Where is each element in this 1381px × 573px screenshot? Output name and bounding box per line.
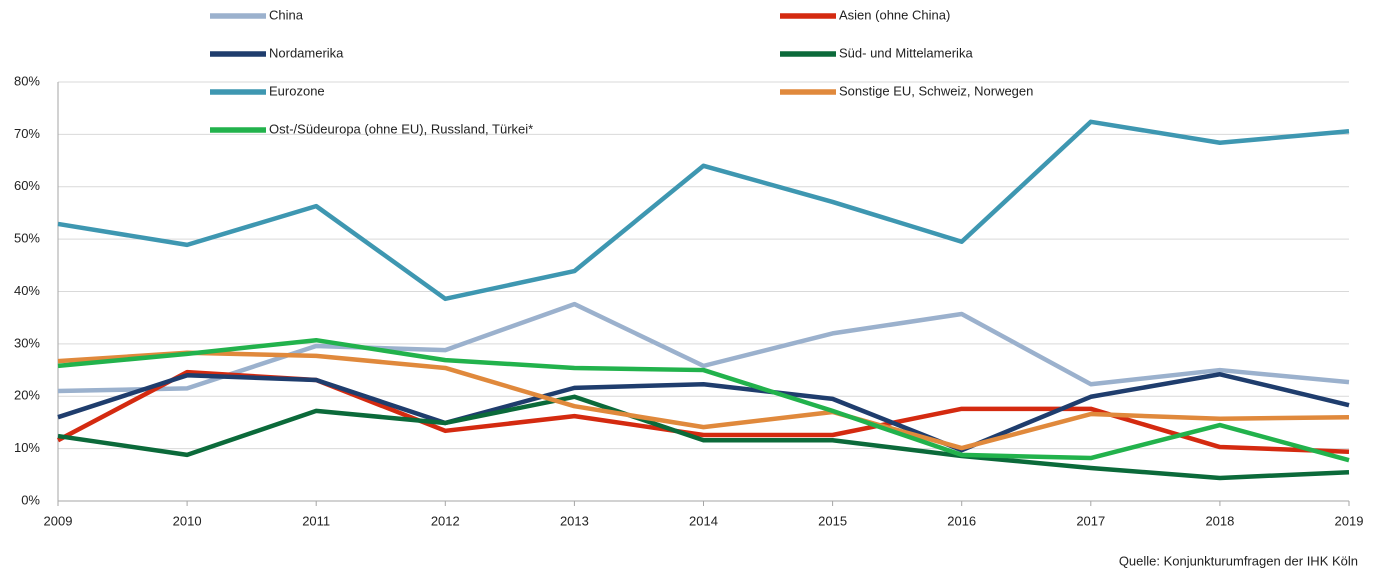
y-tick-label: 10% xyxy=(14,440,40,455)
series-line xyxy=(57,119,1350,302)
y-tick-label: 0% xyxy=(21,492,40,507)
y-tick-label: 80% xyxy=(14,73,40,88)
x-tick-label: 2011 xyxy=(302,513,330,528)
x-tick-label: 2018 xyxy=(1205,513,1234,528)
source-note: Quelle: Konjunkturumfragen der IHK Köln xyxy=(1119,553,1358,568)
legend-label: China xyxy=(269,7,304,22)
legend-label: Sonstige EU, Schweiz, Norwegen xyxy=(839,83,1033,98)
y-tick-label: 20% xyxy=(14,388,40,403)
x-tick-label: 2016 xyxy=(947,513,976,528)
x-tick-label: 2017 xyxy=(1076,513,1105,528)
y-tick-label: 30% xyxy=(14,335,40,350)
x-tick-label: 2010 xyxy=(173,513,202,528)
legend-label: Ost-/Südeuropa (ohne EU), Russland, Türk… xyxy=(269,121,533,136)
y-tick-label: 50% xyxy=(14,231,40,246)
series-line xyxy=(57,337,1350,463)
x-tick-label: 2019 xyxy=(1335,513,1364,528)
legend-label: Eurozone xyxy=(269,83,325,98)
y-tick-label: 40% xyxy=(14,283,40,298)
y-tick-label: 60% xyxy=(14,178,40,193)
legend-label: Asien (ohne China) xyxy=(839,7,950,22)
series-line xyxy=(57,372,1350,453)
legend-label: Nordamerika xyxy=(269,45,344,60)
x-tick-label: 2014 xyxy=(689,513,718,528)
x-tick-label: 2012 xyxy=(431,513,460,528)
x-tick-label: 2015 xyxy=(818,513,847,528)
series-line xyxy=(57,350,1350,451)
x-tick-label: 2013 xyxy=(560,513,589,528)
y-tick-label: 70% xyxy=(14,126,40,141)
x-tick-label: 2009 xyxy=(44,513,73,528)
series-line xyxy=(57,301,1350,394)
legend-label: Süd- und Mittelamerika xyxy=(839,45,973,60)
series-line xyxy=(57,394,1350,481)
